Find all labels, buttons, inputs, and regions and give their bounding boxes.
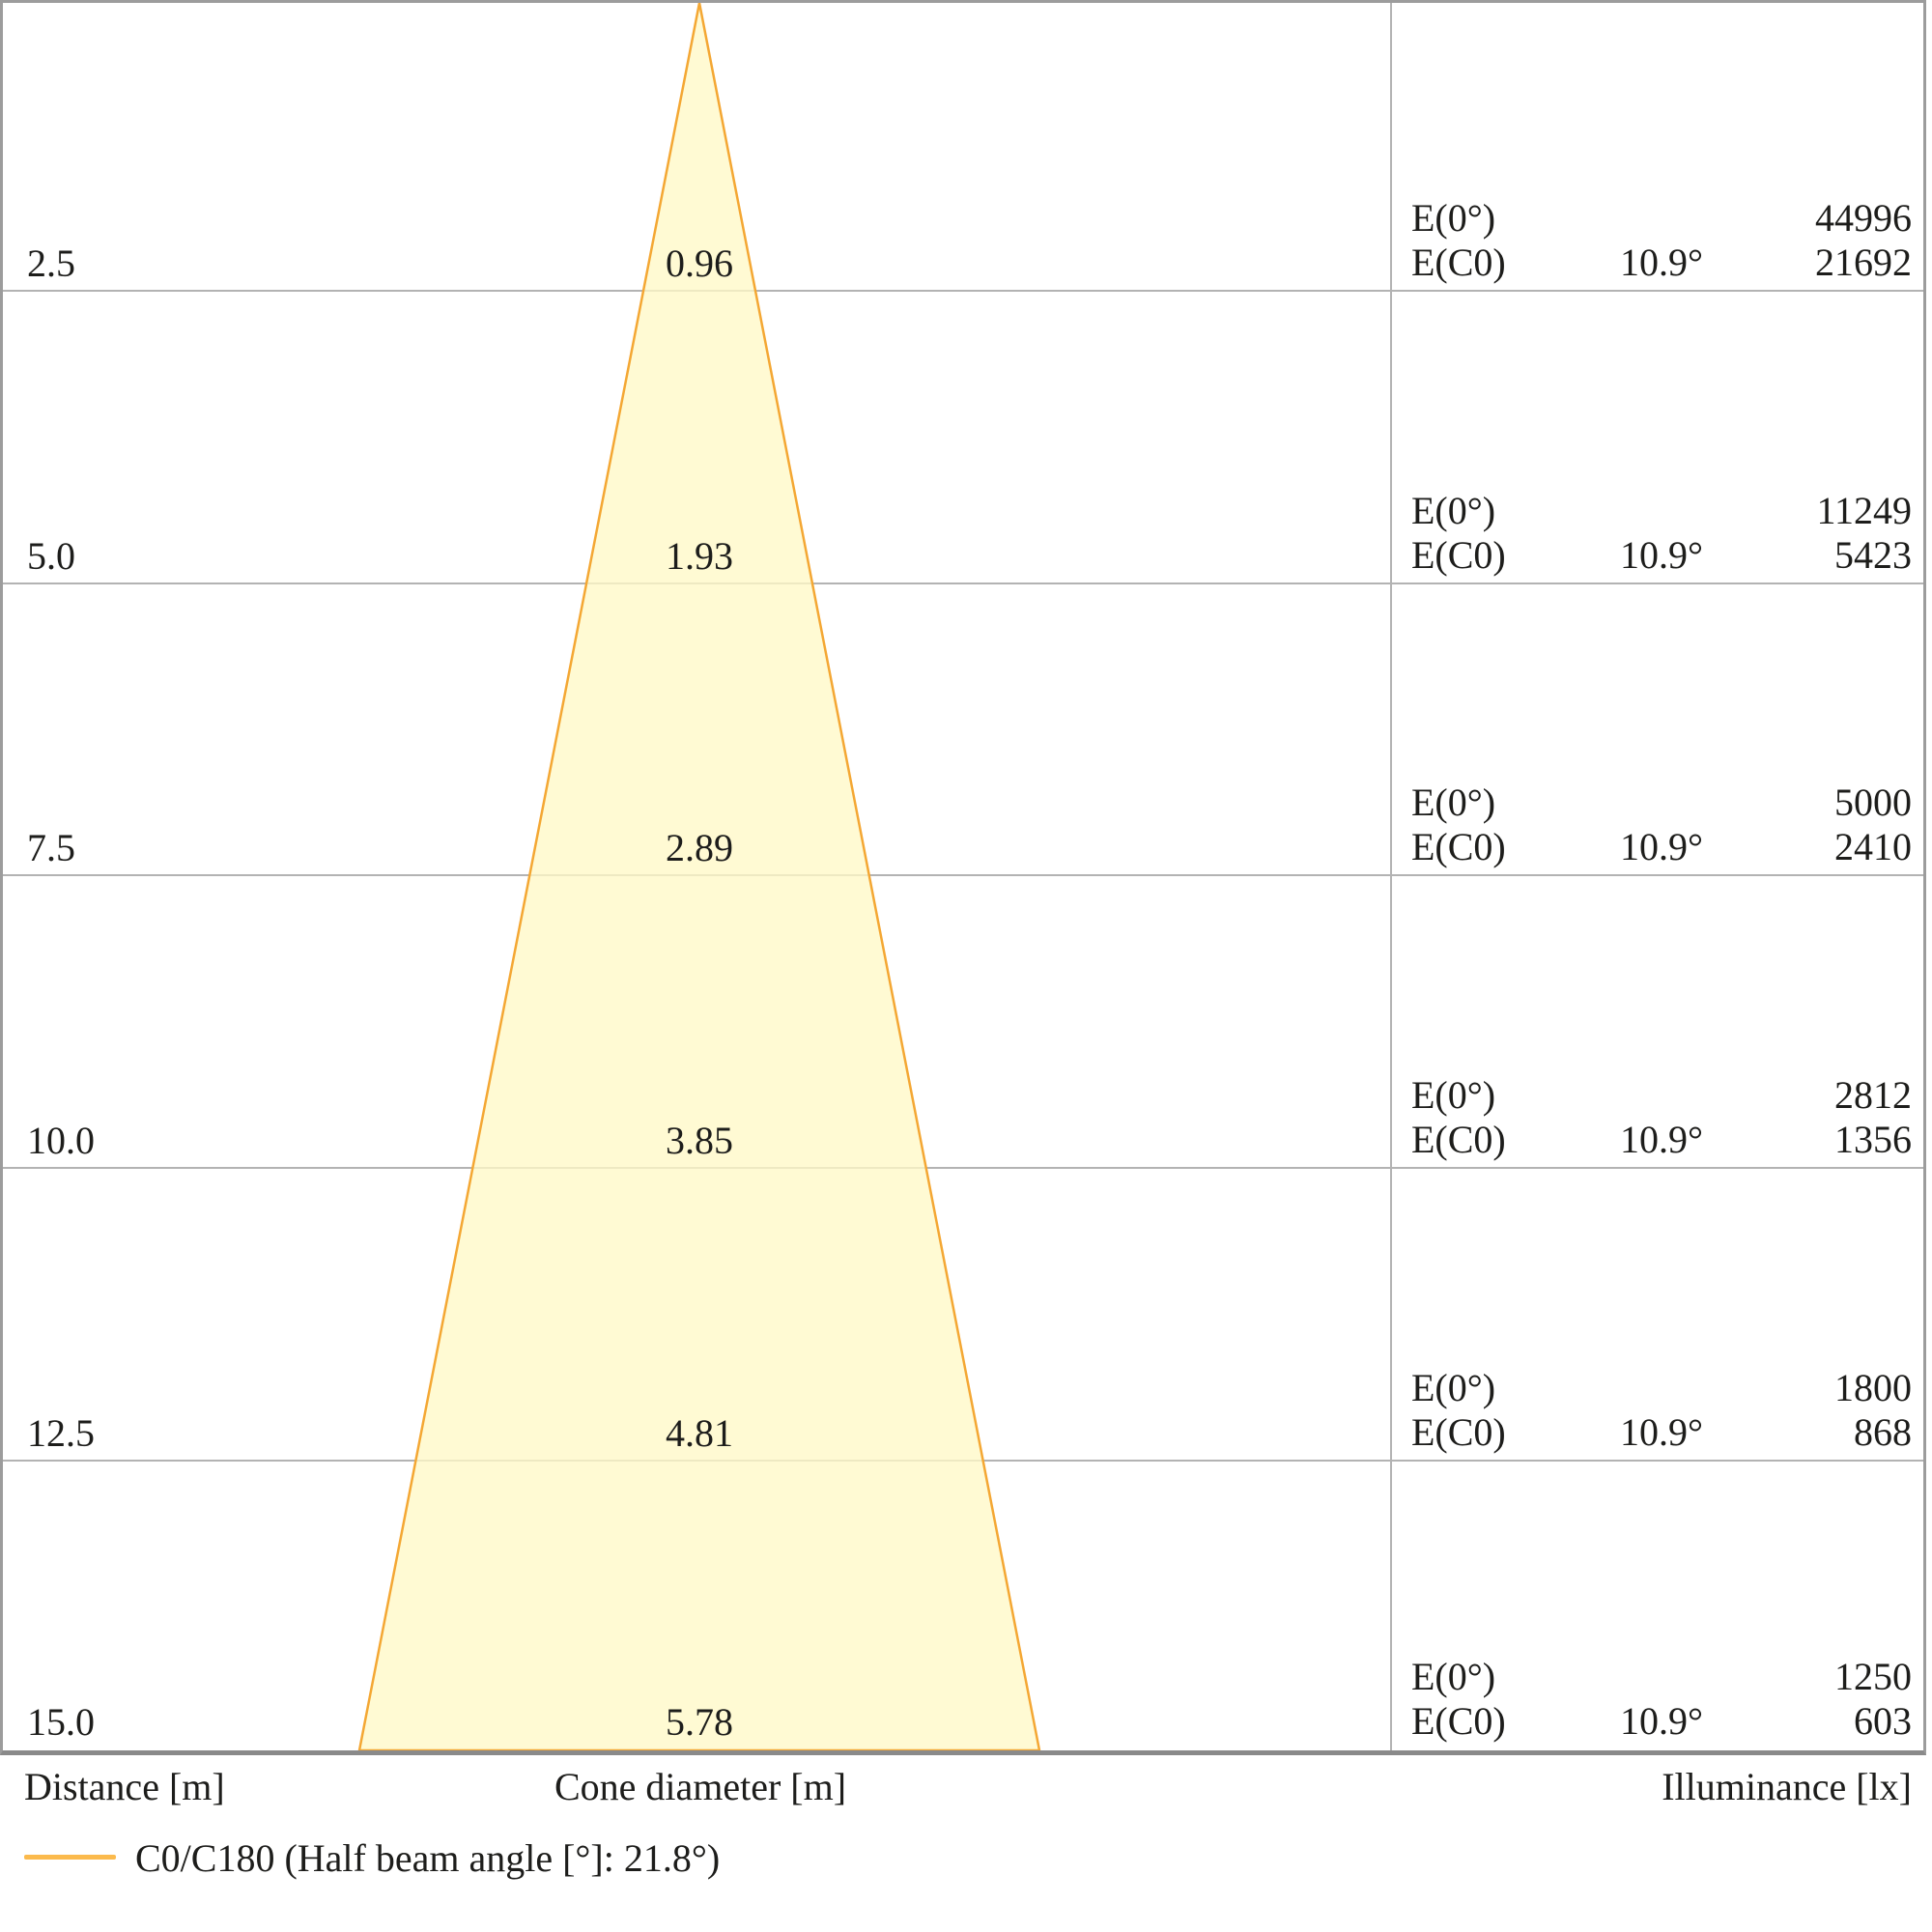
illuminance-e0-row: E(0°) 1250 [1411, 1655, 1912, 1699]
e0-label: E(0°) [1411, 489, 1496, 532]
illuminance-ec0-row: E(C0) 10.9° 5423 [1411, 533, 1912, 578]
half-angle-value: 10.9° [1620, 1699, 1703, 1743]
illuminance-ec0-row: E(C0) 10.9° 603 [1411, 1699, 1912, 1744]
ec0-value: 21692 [1815, 241, 1912, 284]
cone-plot [3, 3, 1923, 1750]
distance-value: 5.0 [27, 534, 75, 578]
half-angle-value: 10.9° [1620, 533, 1703, 577]
cone-diameter-value: 5.78 [666, 1700, 733, 1744]
illuminance-e0-row: E(0°) 44996 [1411, 196, 1912, 241]
half-angle-value: 10.9° [1620, 241, 1703, 284]
e0-value: 2812 [1834, 1073, 1912, 1117]
distance-value: 7.5 [27, 826, 75, 869]
half-angle-value: 10.9° [1620, 825, 1703, 868]
distance-axis-label: Distance [m] [24, 1765, 225, 1808]
ec0-label: E(C0) [1411, 533, 1506, 577]
distance-value: 15.0 [27, 1700, 95, 1744]
illuminance-ec0-row: E(C0) 10.9° 2410 [1411, 825, 1912, 869]
cone-diameter-value: 3.85 [666, 1119, 733, 1162]
cone-diameter-value: 2.89 [666, 826, 733, 869]
legend: C0/C180 (Half beam angle [°]: 21.8°) [0, 1835, 1932, 1884]
ec0-label: E(C0) [1411, 241, 1506, 284]
ec0-label: E(C0) [1411, 1118, 1506, 1161]
cone-polygon [357, 3, 1041, 1750]
axis-labels: Distance [m] Cone diameter [m] Illuminan… [0, 1764, 1932, 1810]
ec0-value: 868 [1854, 1410, 1912, 1454]
e0-label: E(0°) [1411, 781, 1496, 824]
illuminance-ec0-row: E(C0) 10.9° 21692 [1411, 241, 1912, 285]
ec0-value: 1356 [1834, 1118, 1912, 1161]
illuminance-e0-row: E(0°) 2812 [1411, 1073, 1912, 1118]
distance-value: 12.5 [27, 1411, 95, 1455]
ec0-value: 603 [1854, 1699, 1912, 1743]
e0-value: 5000 [1834, 781, 1912, 824]
illuminance-ec0-row: E(C0) 10.9° 868 [1411, 1410, 1912, 1455]
e0-label: E(0°) [1411, 196, 1496, 240]
half-angle-value: 10.9° [1620, 1410, 1703, 1454]
legend-label: C0/C180 (Half beam angle [°]: 21.8°) [135, 1836, 721, 1880]
distance-value: 10.0 [27, 1119, 95, 1162]
ec0-label: E(C0) [1411, 825, 1506, 868]
e0-value: 44996 [1815, 196, 1912, 240]
e0-label: E(0°) [1411, 1655, 1496, 1698]
ec0-label: E(C0) [1411, 1410, 1506, 1454]
cone-diameter-value: 0.96 [666, 242, 733, 285]
illuminance-axis-label: Illuminance [lx] [1662, 1765, 1912, 1808]
illuminance-e0-row: E(0°) 5000 [1411, 781, 1912, 825]
e0-value: 1800 [1834, 1366, 1912, 1409]
distance-value: 2.5 [27, 242, 75, 285]
ec0-label: E(C0) [1411, 1699, 1506, 1743]
cone-table: 2.5 0.96 E(0°) 44996 E(C0) 10.9° 21692 5… [0, 0, 1926, 1755]
illuminance-e0-row: E(0°) 1800 [1411, 1366, 1912, 1410]
illuminance-e0-row: E(0°) 11249 [1411, 489, 1912, 533]
half-angle-value: 10.9° [1620, 1118, 1703, 1161]
e0-value: 11249 [1816, 489, 1912, 532]
ec0-value: 2410 [1834, 825, 1912, 868]
cone-axis-label: Cone diameter [m] [554, 1765, 847, 1808]
legend-line-swatch [24, 1855, 116, 1860]
e0-label: E(0°) [1411, 1073, 1496, 1117]
cone-diameter-value: 1.93 [666, 534, 733, 578]
ec0-value: 5423 [1834, 533, 1912, 577]
e0-label: E(0°) [1411, 1366, 1496, 1409]
e0-value: 1250 [1834, 1655, 1912, 1698]
cone-diameter-value: 4.81 [666, 1411, 733, 1455]
illuminance-ec0-row: E(C0) 10.9° 1356 [1411, 1118, 1912, 1162]
